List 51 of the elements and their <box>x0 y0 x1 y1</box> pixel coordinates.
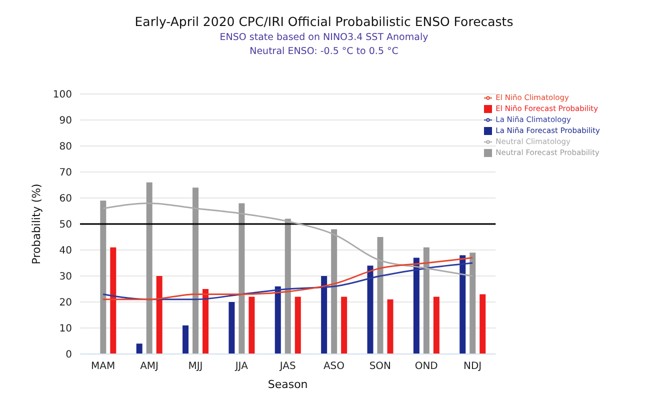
bar <box>284 218 291 354</box>
y-tick-label: 90 <box>59 116 72 127</box>
bar <box>331 229 338 354</box>
y-tick-label: 70 <box>59 168 72 179</box>
x-tick-label: OND <box>414 361 438 372</box>
bar <box>238 203 245 354</box>
x-axis-title: Season <box>268 378 308 391</box>
x-tick-label: NDJ <box>463 361 482 372</box>
y-tick-label: 0 <box>66 350 72 361</box>
bar <box>146 182 152 354</box>
chart-title: Early-April 2020 CPC/IRI Official Probabilistic ENSO Forecasts <box>134 14 514 29</box>
y-axis-title: Probability (%) <box>30 184 43 264</box>
bar <box>480 294 486 354</box>
y-tick-label: 30 <box>59 272 72 283</box>
bar <box>321 276 328 354</box>
bar <box>274 286 281 354</box>
x-tick-label: MJJ <box>188 361 203 372</box>
bar <box>228 302 235 354</box>
line-series <box>102 202 474 277</box>
bar <box>387 299 394 354</box>
x-tick-label: JAS <box>278 361 296 372</box>
bar <box>377 237 384 354</box>
y-tick-label: 10 <box>59 324 72 335</box>
bar <box>367 266 374 354</box>
y-tick-label: 60 <box>59 194 72 205</box>
bar <box>248 296 255 354</box>
x-tick-label: JJA <box>234 361 248 372</box>
bar <box>192 188 199 354</box>
bar <box>460 255 466 354</box>
bar <box>136 344 142 354</box>
y-tick-label: 50 <box>59 220 72 231</box>
x-tick-label: SON <box>369 361 392 372</box>
y-tick-label: 40 <box>59 246 72 257</box>
bar <box>294 296 301 354</box>
x-tick-label: ASO <box>323 361 345 372</box>
bar <box>470 252 476 354</box>
y-tick-label: 80 <box>59 142 72 153</box>
bar <box>110 247 116 354</box>
bar <box>100 200 106 354</box>
bar <box>156 276 162 354</box>
bar <box>341 296 348 354</box>
bar <box>433 296 440 354</box>
x-tick-label: MAM <box>91 361 116 372</box>
y-tick-label: 100 <box>52 90 72 101</box>
y-tick-label: 20 <box>59 298 72 309</box>
bar <box>423 247 430 354</box>
x-tick-label: AMJ <box>140 361 158 372</box>
chart-subtitle: ENSO state based on NINO3.4 SST Anomaly Neutral ENSO: -0.5 °C to 0.5 °C <box>218 32 430 57</box>
bar <box>413 258 420 354</box>
bar <box>202 289 209 354</box>
bar <box>182 325 189 354</box>
